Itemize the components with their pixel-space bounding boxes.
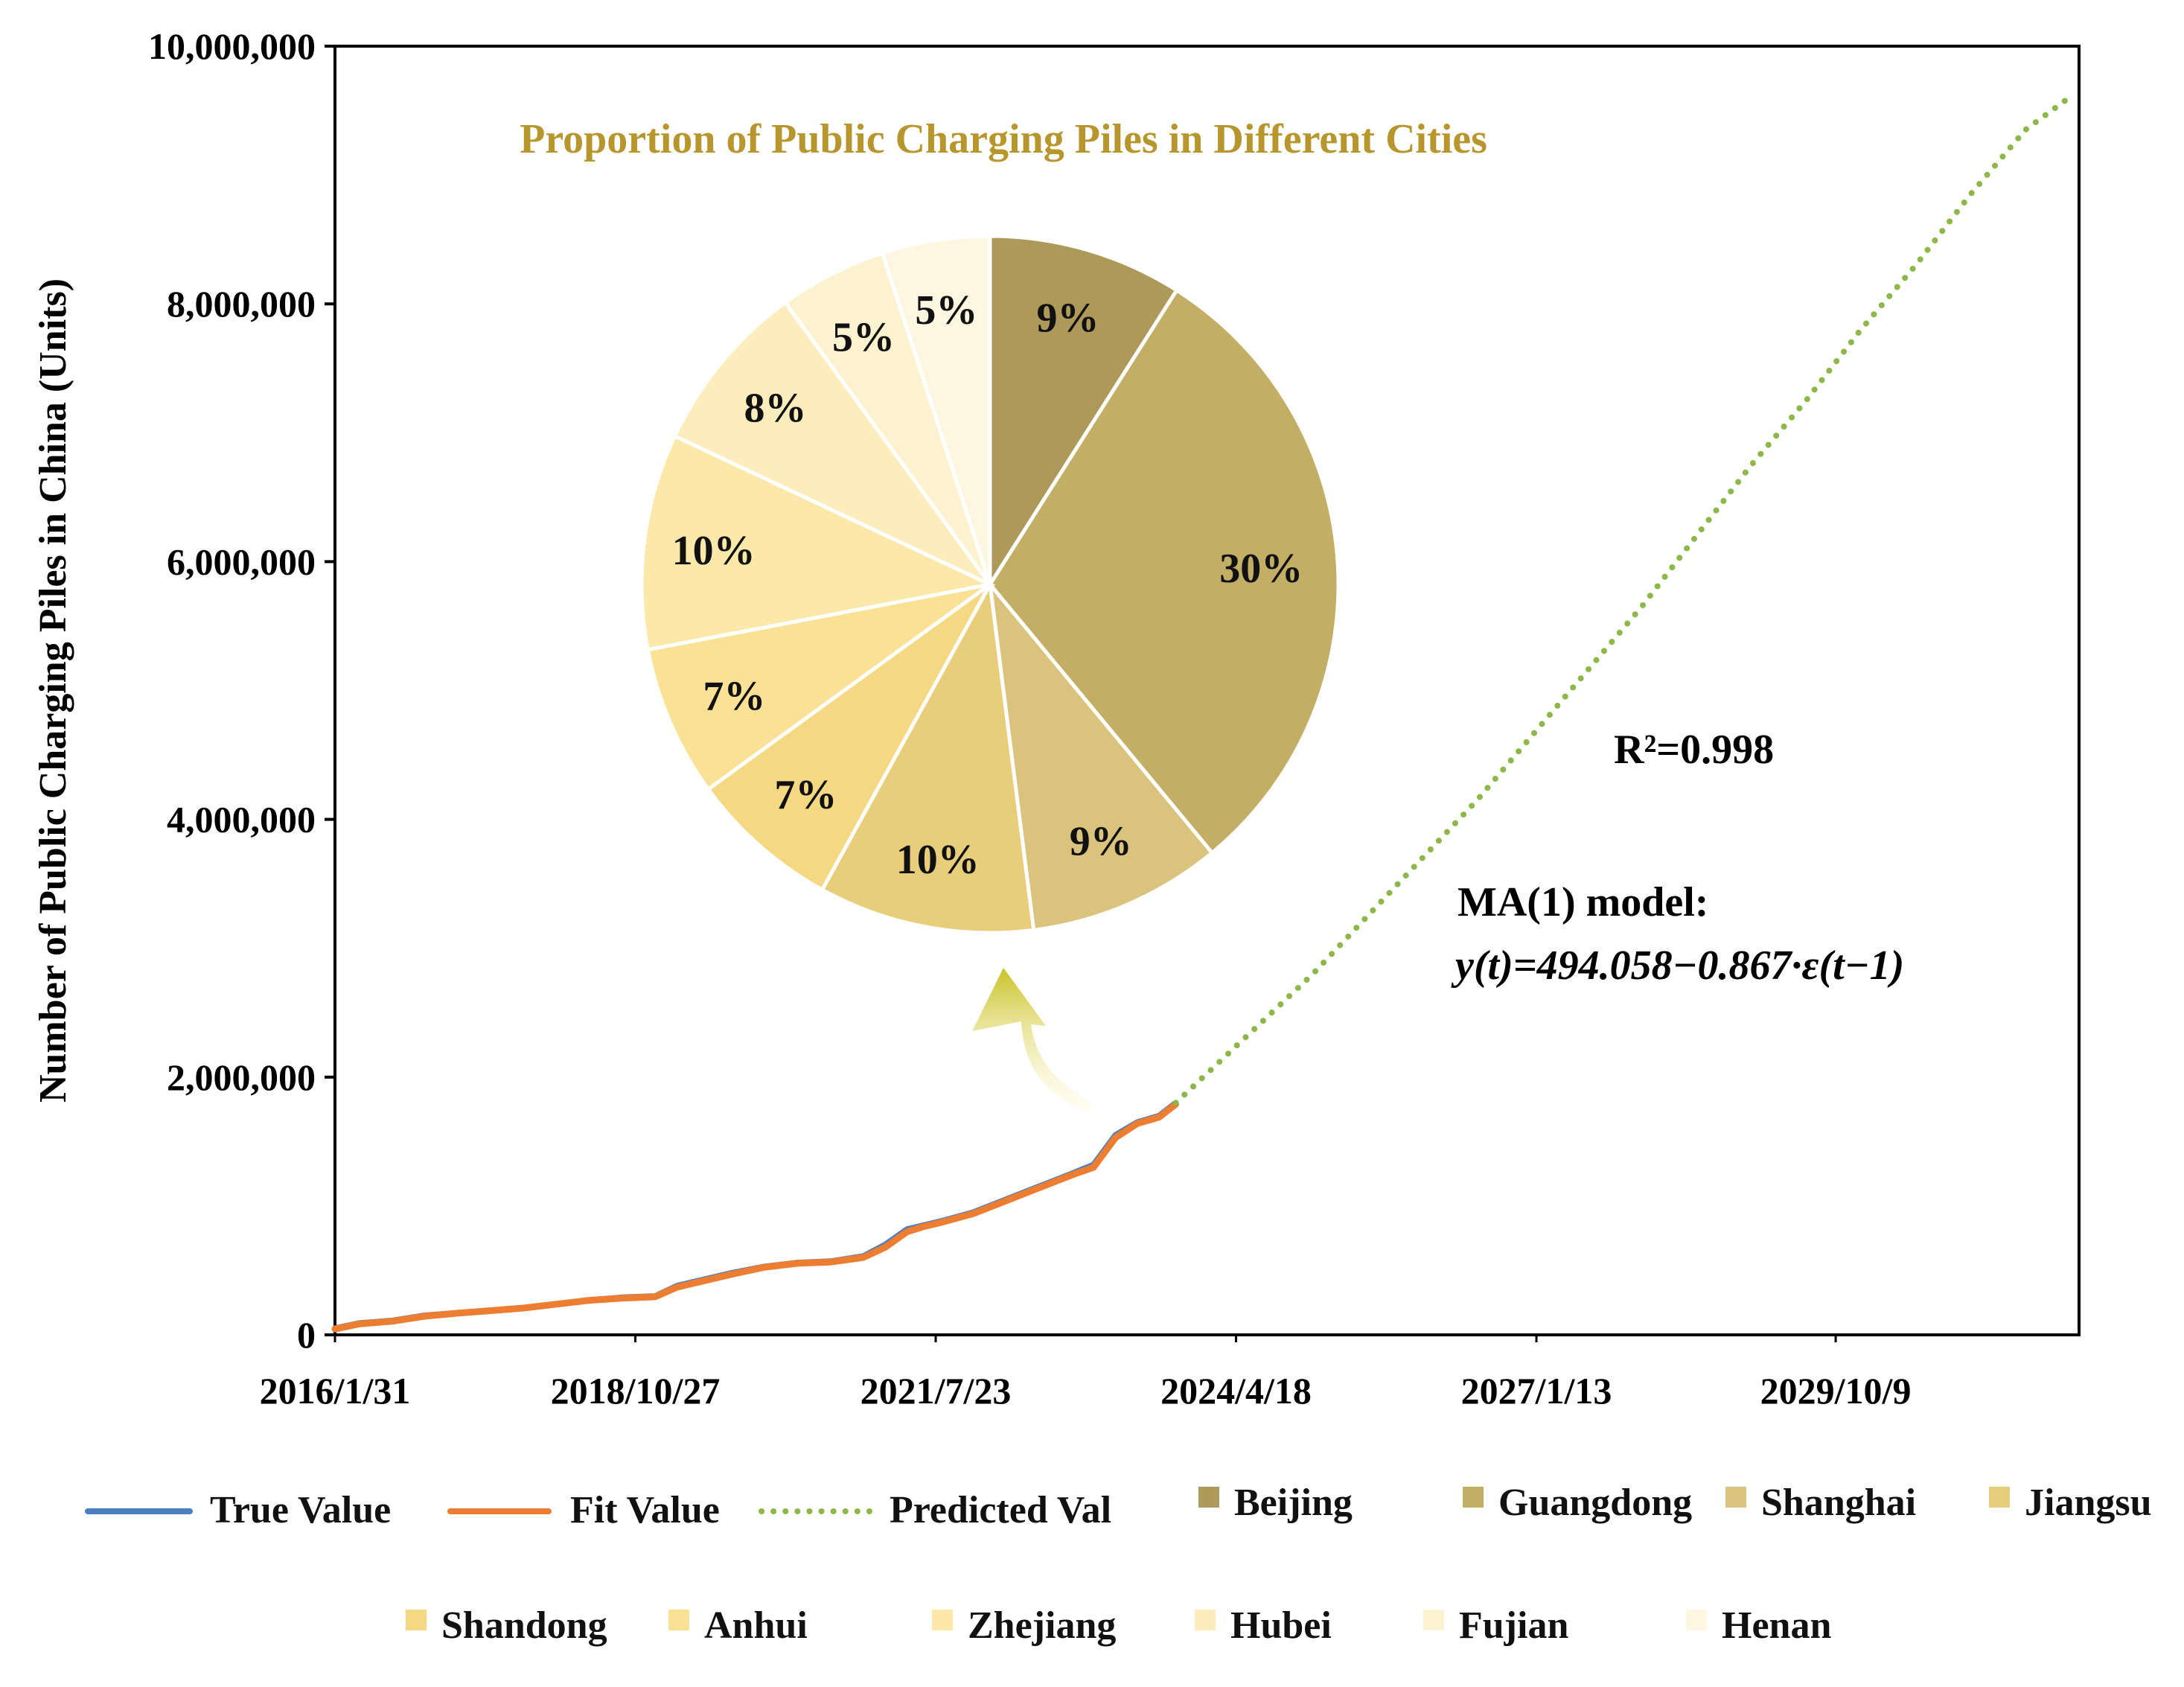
plot-frame bbox=[333, 45, 2081, 1336]
pie-label-guangdong: 30% bbox=[1219, 546, 1303, 592]
pie-slice-guangdong bbox=[987, 287, 1341, 856]
pie-slice-hubei bbox=[672, 299, 992, 587]
legend-swatch-jiangsu bbox=[1989, 1487, 2010, 1508]
legend-label-beijing: Beijing bbox=[1234, 1482, 1353, 1524]
legend-label-anhui: Anhui bbox=[704, 1604, 808, 1647]
legend-swatch-hubei bbox=[1195, 1610, 1216, 1630]
legend-label-shandong: Shandong bbox=[441, 1604, 607, 1647]
pie-label-anhui: 7% bbox=[703, 674, 765, 720]
x-tick-label: 2016/1/31 bbox=[260, 1370, 411, 1412]
model-equation-annotation: y(t)=494.058−0.867·ε(t−1) bbox=[1451, 943, 1904, 989]
model-name-annotation: MA(1) model: bbox=[1457, 879, 1708, 925]
r-squared-annotation: R²=0.998 bbox=[1614, 727, 1774, 773]
pie-label-hubei: 8% bbox=[744, 385, 807, 431]
arrow-up-icon bbox=[972, 968, 1091, 1113]
pie-label-zhejiang: 10% bbox=[672, 528, 756, 574]
pie-title: Proportion of Public Charging Piles in D… bbox=[520, 116, 1487, 162]
y-tick-label: 2,000,000 bbox=[167, 1056, 316, 1098]
legend-label-jiangsu: Jiangsu bbox=[2025, 1482, 2152, 1524]
pie-slice-henan bbox=[880, 234, 992, 585]
series-true-value bbox=[332, 1100, 1179, 1332]
arrow-shape bbox=[972, 968, 1091, 1113]
pie-label-jiangsu: 10% bbox=[896, 837, 980, 883]
pie-label-shandong: 7% bbox=[774, 772, 837, 818]
pie-slice-shanghai bbox=[987, 578, 1215, 933]
legend-label-henan: Henan bbox=[1722, 1604, 1831, 1647]
line-series-layer bbox=[331, 95, 2072, 1333]
y-axis: 0 2,000,000 4,000,000 6,000,000 8,000,000 10,… bbox=[148, 25, 335, 1356]
legend: True Value Fit Value Predicted Val Beijing G… bbox=[85, 1482, 2152, 1647]
y-tick-label: 10,000,000 bbox=[148, 25, 316, 67]
pie-label-shanghai: 9% bbox=[1070, 819, 1132, 865]
legend-label-shanghai: Shanghai bbox=[1761, 1482, 1916, 1524]
pie-slice-fujian bbox=[782, 250, 992, 586]
legend-swatch-beijing bbox=[1198, 1487, 1219, 1508]
x-tick-label: 2021/7/23 bbox=[860, 1370, 1012, 1412]
legend-label-predicted-val: Predicted Val bbox=[890, 1489, 1111, 1531]
pie-slice-beijing bbox=[988, 234, 1180, 591]
legend-swatch-anhui bbox=[668, 1610, 689, 1630]
pie-label-henan: 5% bbox=[915, 287, 977, 334]
legend-label-true-value: True Value bbox=[210, 1489, 391, 1531]
legend-swatch-zhejiang bbox=[932, 1610, 953, 1630]
legend-label-hubei: Hubei bbox=[1230, 1604, 1332, 1647]
legend-swatch-henan bbox=[1686, 1610, 1707, 1630]
legend-swatch-fujian bbox=[1423, 1610, 1444, 1630]
x-tick-label: 2018/10/27 bbox=[551, 1370, 721, 1412]
legend-swatch-shanghai bbox=[1725, 1487, 1746, 1508]
y-tick-label: 8,000,000 bbox=[167, 283, 316, 325]
x-tick-label: 2027/1/13 bbox=[1461, 1370, 1612, 1412]
legend-label-zhejiang: Zhejiang bbox=[968, 1604, 1116, 1647]
x-tick-label: 2024/4/18 bbox=[1160, 1370, 1312, 1412]
pie-slice-jiangsu bbox=[820, 578, 1036, 935]
y-tick-label: 0 bbox=[297, 1314, 316, 1356]
legend-label-guangdong: Guangdong bbox=[1498, 1482, 1692, 1524]
pie-label-fujian: 5% bbox=[832, 314, 895, 360]
legend-swatch-shandong bbox=[406, 1610, 427, 1630]
pie-label-beijing: 9% bbox=[1037, 296, 1099, 342]
x-axis: 2016/1/31 2018/10/27 2021/7/23 2024/4/18 202… bbox=[260, 1335, 1912, 1412]
series-fit-value bbox=[331, 1100, 1179, 1333]
series-predicted-val bbox=[1172, 95, 2072, 1106]
x-tick-label: 2029/10/9 bbox=[1760, 1370, 1912, 1412]
y-axis-label: Number of Public Charging Piles in China… bbox=[32, 278, 74, 1103]
legend-label-fujian: Fujian bbox=[1459, 1604, 1568, 1647]
pie-slice-shandong bbox=[705, 582, 992, 893]
pie-slice-zhejiang bbox=[639, 433, 997, 652]
legend-label-fit-value: Fit Value bbox=[570, 1489, 720, 1531]
y-tick-label: 4,000,000 bbox=[167, 799, 316, 841]
y-tick-label: 6,000,000 bbox=[167, 540, 316, 582]
pie-slice-anhui bbox=[645, 582, 992, 792]
legend-swatch-guangdong bbox=[1463, 1487, 1484, 1508]
pie-chart: 9% 30% 9% 10% 7% 7% 10% 8% 5% 5% bbox=[639, 234, 1341, 935]
